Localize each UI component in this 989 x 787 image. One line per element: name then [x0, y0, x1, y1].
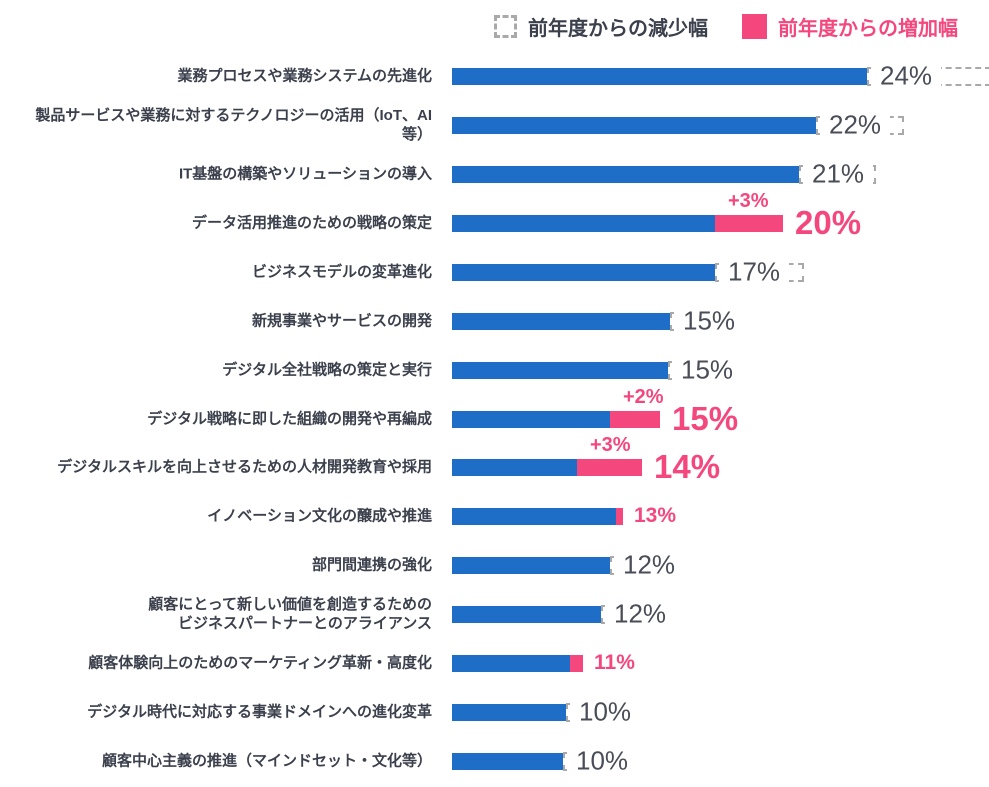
bar-row: デジタル時代に対応する事業ドメインへの進化変革 10% [0, 689, 989, 735]
bar-row: 顧客にとって新しい価値を創造するための ビジネスパートナーとのアライアンス 12… [0, 591, 989, 637]
bar-row: 顧客体験向上のためのマーケティング革新・高度化 11% [0, 651, 989, 674]
bar-row: 顧客中心主義の推進（マインドセット・文化等） 10% [0, 738, 989, 784]
bar-row: 部門間連携の強化 12% [0, 542, 989, 588]
category-label: 顧客にとって新しい価値を創造するための ビジネスパートナーとのアライアンス [148, 596, 432, 632]
chart-legend: 前年度からの減少幅 前年度からの増加幅 [452, 6, 958, 46]
value-label: 15% [674, 298, 745, 344]
value-bar [452, 459, 577, 476]
increase-bar-segment [715, 215, 783, 232]
decrease-dashed-swatch-icon [494, 14, 517, 38]
bar-row: デジタルスキルを向上させるための人材開発教育や採用 +3% 14% [0, 433, 989, 485]
increase-bar-segment [616, 508, 623, 525]
value-label: 15% [672, 400, 739, 437]
value-label: 14% [654, 448, 721, 485]
value-label: 20% [795, 204, 862, 241]
bar-row: ビジネスモデルの変革進化 17% [0, 249, 989, 295]
value-label: 10% [570, 689, 641, 735]
category-label: デジタル全社戦略の策定と実行 [222, 361, 432, 379]
value-bar [452, 411, 610, 428]
category-label: 顧客中心主義の推進（マインドセット・文化等） [101, 752, 432, 770]
bar-row: 新規事業やサービスの開発 15% [0, 298, 989, 344]
change-badge: +3% [723, 189, 774, 213]
value-label: 15% [672, 347, 743, 393]
value-bar [452, 606, 601, 623]
value-bar [452, 557, 610, 574]
bar-row: デジタル戦略に即した組織の開発や再編成 +2% 15% [0, 385, 989, 437]
value-bar [452, 704, 566, 721]
change-badge: +3% [585, 433, 636, 457]
value-bar [452, 655, 570, 672]
value-bar [452, 753, 563, 770]
value-label: 12% [605, 591, 676, 637]
value-bar [452, 215, 715, 232]
value-bar [452, 313, 670, 330]
category-label: データ活用推進のための戦略の策定 [191, 214, 432, 232]
value-label: 11% [594, 651, 635, 674]
value-label: 13% [634, 504, 677, 527]
category-label: 顧客体験向上のためのマーケティング革新・高度化 [88, 654, 432, 672]
change-badge: +2% [618, 385, 669, 409]
category-label: ビジネスモデルの変革進化 [251, 263, 432, 281]
decrease-legend-label: 前年度からの減少幅 [528, 17, 708, 40]
category-label: 新規事業やサービスの開発 [251, 312, 432, 330]
value-label: 24% [871, 53, 942, 99]
category-label: 部門間連携の強化 [311, 556, 432, 574]
value-label: 10% [567, 738, 638, 784]
value-label: 17% [719, 249, 790, 295]
value-label: 22% [820, 102, 891, 148]
category-label: デジタル時代に対応する事業ドメインへの進化変革 [87, 703, 432, 721]
value-label: 12% [614, 542, 685, 588]
bar-row: 製品サービスや業務に対するテクノロジーの活用（IoT、AI 等） 22% [0, 102, 989, 148]
value-bar [452, 166, 799, 183]
category-label: 製品サービスや業務に対するテクノロジーの活用（IoT、AI 等） [35, 107, 432, 143]
category-label: IT基盤の構築やソリューションの導入 [178, 165, 432, 183]
increase-bar-segment [577, 459, 642, 476]
category-label: イノベーション文化の醸成や推進 [207, 507, 432, 525]
value-bar [452, 68, 867, 85]
increase-solid-swatch-icon [742, 13, 767, 39]
increase-bar-segment [610, 411, 660, 428]
category-label: デジタル戦略に即した組織の開発や再編成 [147, 410, 432, 428]
value-bar [452, 264, 715, 281]
category-label: デジタルスキルを向上させるための人材開発教育や採用 [57, 458, 432, 476]
value-bar [452, 117, 816, 134]
increase-bar-segment [570, 655, 583, 672]
bar-row: IT基盤の構築やソリューションの導入 21% [0, 151, 989, 197]
bar-row: 業務プロセスや業務システムの先進化 24% [0, 53, 989, 99]
value-bar [452, 508, 616, 525]
bar-row: デジタル全社戦略の策定と実行 15% [0, 347, 989, 393]
increase-legend-label: 前年度からの増加幅 [778, 17, 958, 40]
bar-row: データ活用推進のための戦略の策定 +3% 20% [0, 189, 989, 241]
category-label: 業務プロセスや業務システムの先進化 [177, 67, 432, 85]
value-label: 21% [803, 151, 874, 197]
bar-row: イノベーション文化の醸成や推進 13% [0, 504, 989, 527]
value-bar [452, 362, 668, 379]
